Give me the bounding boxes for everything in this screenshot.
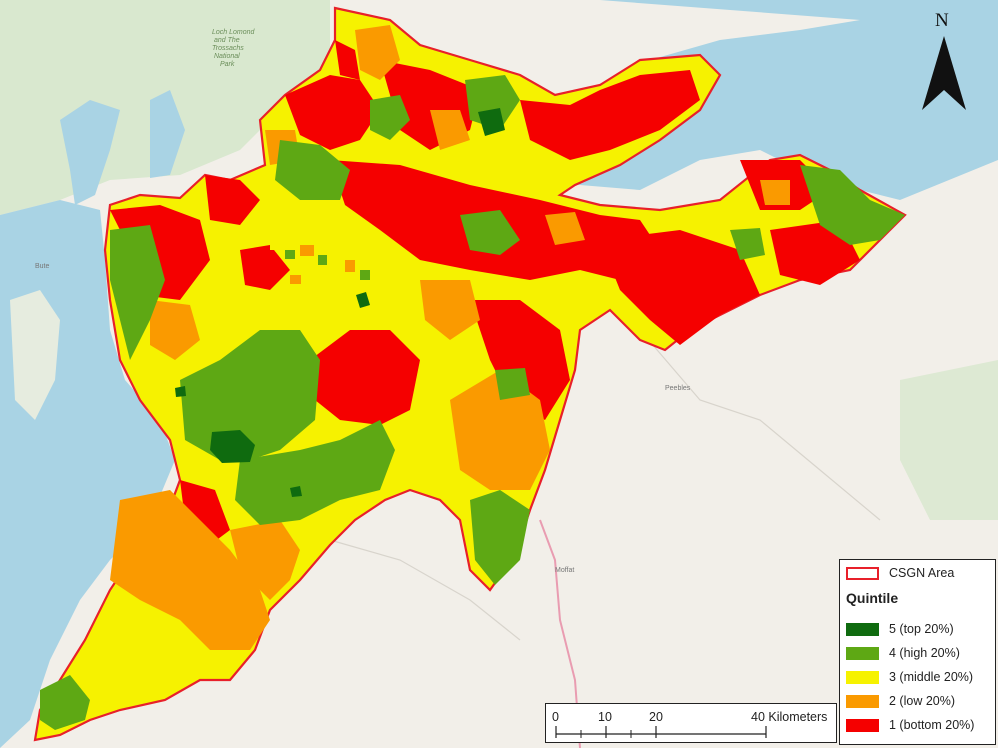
green-region-east-lothian[interactable] [800,165,905,245]
legend-item: 4 (high 20%) [846,646,960,660]
north-arrow: N [918,10,970,110]
red-region-northwest[interactable] [285,75,380,150]
north-label: N [935,10,949,31]
basemap-green-area [900,360,998,520]
red-region-north[interactable] [335,40,360,80]
dark-green-region-glasgow[interactable] [356,292,370,308]
quintile-2-regions[interactable] [110,25,790,650]
orange-region-north[interactable] [355,25,400,80]
orange-region-east[interactable] [760,180,790,205]
orange-region-lothian[interactable] [545,212,585,245]
dark-green-region-fife[interactable] [478,108,505,136]
legend-boundary-swatch [846,566,879,580]
legend-label-1: 1 (bottom 20%) [889,718,975,732]
red-region-borders[interactable] [600,230,760,345]
orange-region-lanark-south[interactable] [450,370,550,490]
legend-swatch-4 [846,646,879,660]
basemap-road-a74 [539,519,581,748]
quintile-4-regions[interactable] [40,75,905,730]
red-region-fife[interactable] [520,70,700,160]
dark-green-region-west[interactable] [175,386,186,397]
label-park-line4: National [214,53,240,60]
green-region-south-lanark[interactable] [470,490,530,585]
green-region-lothian-south[interactable] [730,228,765,260]
green-region-mid[interactable] [370,95,410,140]
red-region-lanark[interactable] [310,330,420,425]
basemap-sea-lochs [60,90,185,205]
green-region-west[interactable] [110,225,165,360]
legend: CSGN Area Quintile 5 (top 20%) 4 (high 2… [839,559,996,745]
dark-green-region-ayrshire[interactable] [210,430,255,463]
urban-mosaic [270,240,387,294]
green-region-south-tip[interactable] [40,675,90,730]
label-town-peebles: Peebles [665,385,691,392]
scale-bar-graphic [555,726,767,738]
north-arrow-icon [922,36,966,110]
legend-item: 3 (middle 20%) [846,670,973,684]
orange-region-fife-west[interactable] [430,110,470,150]
scale-tick-40: 40 Kilometers [751,710,828,724]
basemap-island [10,290,60,420]
label-town-moffat: Moffat [555,567,574,574]
green-region-dunbartonshire[interactable] [275,140,350,200]
quintile-5-regions[interactable] [175,108,505,497]
orange-region-west[interactable] [150,300,200,360]
green-region-fife[interactable] [465,75,520,130]
dark-green-region-south[interactable] [290,486,302,497]
label-park-line1: Loch Lomond [212,29,256,36]
legend-label-2: 2 (low 20%) [889,694,955,708]
legend-swatch-2 [846,694,879,708]
red-region-ayrshire[interactable] [180,480,230,545]
label-park-line5: Park [220,61,235,68]
legend-swatch-1 [846,718,879,732]
red-region-west-central[interactable] [205,175,260,225]
label-town-bute: Bute [35,263,50,270]
label-park-line2: and The [214,37,240,44]
legend-swatch-3 [846,670,879,684]
scale-bar: 0 10 20 40 Kilometers [545,703,837,743]
green-region-central[interactable] [460,210,520,255]
scale-tick-10: 10 [598,710,612,724]
scale-tick-0: 0 [552,710,559,724]
basemap-road-minor [639,329,881,521]
legend-label-5: 5 (top 20%) [889,622,954,636]
basemap-road-minor-2 [329,539,521,641]
scale-tick-20: 20 [649,710,663,724]
green-region-east-kilbride[interactable] [235,420,395,525]
green-region-lanark-mid[interactable] [495,368,530,400]
orange-region-central[interactable] [420,280,480,340]
legend-item: 2 (low 20%) [846,694,955,708]
orange-region-southwest[interactable] [110,490,270,650]
legend-item: 1 (bottom 20%) [846,718,974,732]
legend-label-3: 3 (middle 20%) [889,670,974,684]
label-park-line3: Trossachs [212,45,244,52]
legend-item: 5 (top 20%) [846,622,954,636]
quintile-1-regions[interactable] [110,40,860,545]
legend-boundary-row: CSGN Area [846,566,954,580]
orange-region-south-ayrshire[interactable] [230,520,300,600]
legend-label-4: 4 (high 20%) [889,646,960,660]
legend-boundary-label: CSGN Area [889,566,955,580]
legend-swatch-5 [846,622,879,636]
red-region-south-lanark[interactable] [470,300,570,420]
green-region-ayrshire-north[interactable] [180,330,320,460]
red-region-inner[interactable] [240,245,290,290]
legend-title: Quintile [846,590,899,606]
